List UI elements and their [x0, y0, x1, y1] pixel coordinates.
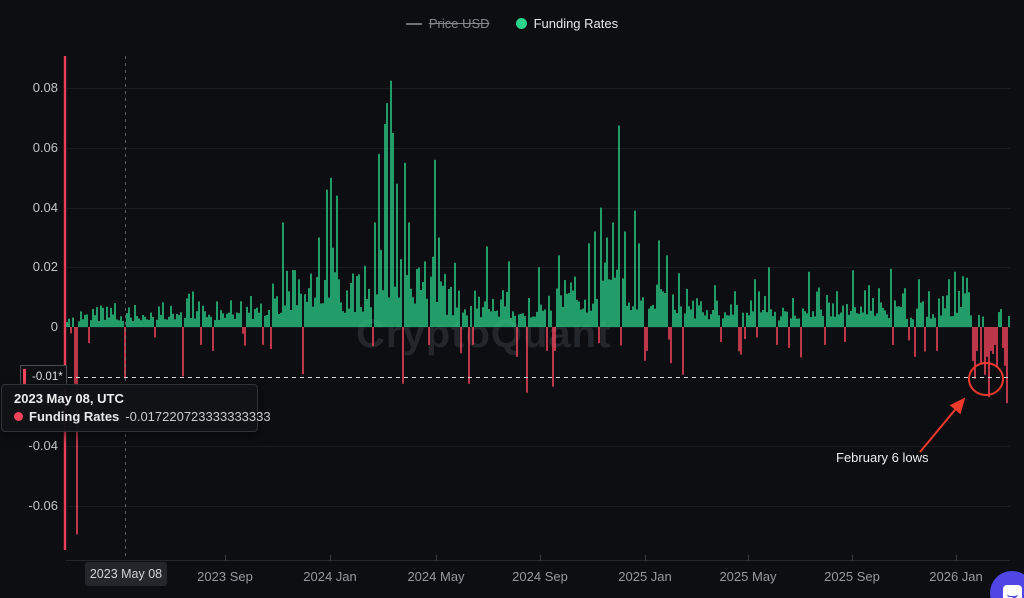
crosshair-horizontal-line	[68, 377, 1010, 378]
gridline	[66, 446, 1010, 447]
chart-legend: Price USD Funding Rates	[0, 16, 1024, 31]
x-axis-tick	[956, 555, 957, 561]
x-axis-tick-label: 2024 Sep	[512, 569, 568, 584]
crosshair-y-value-label: -0.01*	[32, 370, 63, 383]
dot-series-marker-icon	[515, 18, 527, 29]
series-color-accent	[23, 369, 26, 384]
gridline	[66, 267, 1010, 268]
x-axis-tick-label: 2026 Jan	[929, 569, 983, 584]
tooltip-series-name: Funding Rates	[29, 409, 120, 424]
gridline	[66, 506, 1010, 507]
tooltip-value: -0.017220723333333333	[125, 409, 271, 424]
x-axis-tick	[852, 555, 853, 561]
y-axis-tick-label: -0.06	[28, 498, 58, 513]
x-axis-tick-label: 2024 May	[407, 569, 465, 584]
line-series-marker-icon	[405, 22, 422, 25]
x-axis-tick-label: 2025 May	[719, 569, 777, 584]
x-axis-tick	[748, 555, 749, 561]
legend-item-funding-rates[interactable]: Funding Rates	[515, 16, 619, 31]
x-axis-tick-label: 2023 Sep	[197, 569, 253, 584]
x-axis-tick-label: 2025 Sep	[824, 569, 880, 584]
x-axis-tick	[645, 555, 646, 561]
y-axis-tick-label: 0.08	[32, 80, 58, 95]
gridline	[66, 327, 1010, 328]
gridline	[66, 208, 1010, 209]
legend-label-price-usd: Price USD	[428, 16, 490, 31]
y-axis-tick-label: 0.06	[32, 140, 58, 155]
x-axis-tick	[225, 555, 226, 561]
x-axis-tick-label: 2025 Jan	[618, 569, 672, 584]
y-axis-tick-label: 0.04	[32, 200, 58, 215]
y-axis-tick-label: 0.02	[32, 259, 58, 274]
x-axis-tick	[330, 555, 331, 561]
x-axis-line	[66, 560, 1010, 561]
gridline	[66, 88, 1010, 89]
x-axis-tick	[436, 555, 437, 561]
legend-label-funding-rates: Funding Rates	[533, 16, 619, 31]
legend-item-price-usd[interactable]: Price USD	[405, 16, 490, 31]
chat-bubble-icon	[1002, 585, 1022, 598]
crosshair-vertical-line	[125, 56, 126, 560]
gridline	[66, 148, 1010, 149]
x-axis-tick	[540, 555, 541, 561]
chart-tooltip: 2023 May 08, UTC Funding Rates -0.017220…	[1, 384, 271, 432]
series-dot-icon	[14, 412, 23, 421]
crosshair-x-date-chip: 2023 May 08	[85, 562, 167, 586]
y-axis-tick-label: 0	[50, 319, 58, 334]
tooltip-date: 2023 May 08, UTC	[14, 391, 124, 406]
y-axis-tick-label: -0.04	[28, 438, 58, 453]
crosshair-y-value-chip: -0.01*	[20, 365, 67, 388]
annotation-label: February 6 lows	[836, 450, 929, 465]
x-axis-tick-label: 2024 Jan	[303, 569, 357, 584]
